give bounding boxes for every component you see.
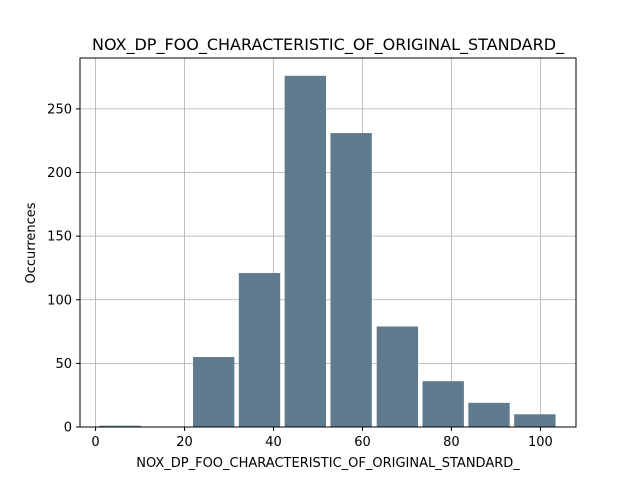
x-tick-label: 60 — [354, 435, 371, 450]
histogram-bar — [284, 75, 326, 428]
y-tick-label: 150 — [47, 230, 72, 245]
histogram-bar — [192, 357, 235, 427]
y-tick-label: 0 — [64, 421, 72, 436]
grid-lines — [80, 58, 576, 428]
x-axis-ticks: 0 20 40 60 80 100 — [91, 427, 553, 450]
histogram-bar — [330, 133, 372, 427]
y-tick-label: 200 — [47, 166, 72, 181]
histogram-bar — [376, 326, 419, 427]
histogram-bar — [422, 381, 464, 427]
x-tick-label: 0 — [91, 435, 99, 450]
histogram-bar — [514, 414, 556, 427]
plot-frame — [79, 57, 577, 428]
chart-title: NOX_DP_FOO_CHARACTERISTIC_OF_ORIGINAL_ST… — [92, 35, 565, 55]
y-axis-ticks: 0 50 100 150 200 250 — [47, 102, 80, 436]
y-tick-label: 50 — [55, 357, 72, 372]
x-tick-label: 40 — [265, 435, 282, 450]
y-axis-label: Occurrences — [24, 202, 39, 283]
x-tick-label: 80 — [443, 435, 460, 450]
bars — [99, 75, 556, 428]
x-tick-label: 20 — [176, 435, 193, 450]
y-tick-label: 250 — [47, 102, 72, 117]
x-tick-label: 100 — [528, 435, 553, 450]
histogram-bar — [238, 273, 281, 427]
histogram-bar — [99, 425, 141, 427]
x-axis-label: NOX_DP_FOO_CHARACTERISTIC_OF_ORIGINAL_ST… — [136, 456, 520, 471]
histogram-bar — [468, 402, 510, 427]
y-tick-label: 100 — [47, 293, 72, 308]
